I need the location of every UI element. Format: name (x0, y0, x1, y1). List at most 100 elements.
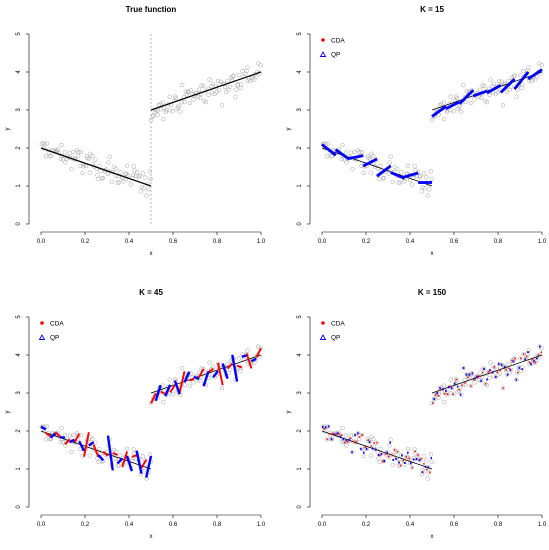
data-point (209, 90, 215, 95)
cda-segment (490, 371, 493, 374)
data-point (397, 463, 403, 468)
data-point (444, 392, 449, 398)
data-point (340, 142, 345, 148)
data-point (254, 74, 259, 79)
cda-segment (102, 451, 109, 457)
data-point (479, 95, 484, 101)
data-point (431, 396, 437, 401)
data-point (461, 365, 466, 371)
data-point (414, 456, 420, 462)
true-function-line (321, 430, 433, 470)
y-axis-label: y (5, 128, 11, 131)
data-point (460, 383, 465, 388)
data-point (482, 83, 487, 89)
data-point (359, 149, 365, 155)
x-tick-label: 0.8 (494, 239, 503, 245)
data-point (444, 109, 449, 115)
data-point (524, 354, 529, 359)
data-point (364, 446, 370, 452)
data-point (339, 439, 344, 445)
data-point (459, 109, 464, 114)
data-point (81, 164, 86, 169)
y-tick-label: 0 (16, 222, 22, 226)
data-point (424, 175, 429, 180)
data-point (367, 439, 373, 445)
data-point (518, 356, 523, 361)
x-tick-label: 0.0 (318, 522, 327, 528)
qp-segment (212, 370, 219, 378)
y-tick-label: 4 (297, 70, 303, 74)
data-point (87, 170, 92, 175)
data-point (387, 443, 392, 448)
data-point (209, 83, 214, 89)
data-point (71, 432, 76, 438)
data-point (329, 153, 335, 159)
data-point (461, 82, 466, 88)
data-point (409, 465, 414, 470)
data-point (427, 470, 432, 475)
cda-segment (131, 454, 137, 458)
data-point (478, 87, 483, 92)
data-point (214, 89, 219, 95)
data-point (201, 83, 206, 89)
data-point (187, 100, 193, 106)
data-point (179, 100, 184, 105)
panel-4: K = 150 0 1 2 3 4 5 y 0.0 0.2 0.4 0.6 0.8 1.0 x CDA QP (286, 288, 547, 540)
data-point (233, 94, 238, 99)
data-point (130, 172, 136, 178)
data-point (111, 447, 116, 452)
x-axis-label: x (431, 534, 434, 540)
data-point (405, 446, 411, 451)
true-function-line (40, 147, 152, 187)
x-tick-label: 0.4 (125, 522, 134, 528)
data-point (506, 78, 511, 84)
y-tick-label: 0 (297, 222, 303, 226)
data-point (425, 193, 430, 198)
data-point (228, 84, 233, 89)
data-point (381, 175, 387, 181)
data-point (468, 383, 474, 389)
data-point (140, 171, 146, 176)
data-point (58, 439, 63, 445)
panel-1: True function 0 1 2 3 4 5 y 0.0 0.2 0.4 0.6 0.8 1.0 x (5, 5, 266, 257)
x-tick-label: 0.8 (213, 522, 222, 528)
data-point (230, 74, 236, 79)
data-point (323, 425, 328, 430)
data-point (180, 82, 185, 88)
x-tick-label: 0.0 (318, 239, 327, 245)
qp-segment (40, 425, 47, 431)
data-point (63, 160, 68, 165)
qp-legend-label: QP (50, 334, 59, 341)
qp-segment (486, 84, 502, 95)
data-point (387, 160, 392, 165)
data-point (226, 87, 231, 92)
data-point (115, 180, 120, 185)
data-point (539, 63, 544, 68)
data-point (86, 156, 92, 162)
data-point (520, 82, 525, 87)
data-point (451, 109, 456, 114)
data-point (78, 149, 84, 155)
qp-segment (202, 371, 210, 387)
data-point (445, 391, 450, 396)
data-point (320, 424, 325, 430)
data-point (455, 106, 460, 111)
qp-segment (183, 371, 191, 383)
cda-legend-label: CDA (50, 320, 64, 327)
x-tick-label: 0.4 (406, 239, 415, 245)
y-tick-label: 5 (297, 315, 303, 319)
data-point (90, 436, 95, 442)
data-point (180, 365, 185, 371)
data-point (518, 73, 523, 78)
data-point (425, 476, 430, 481)
data-point (497, 371, 503, 376)
cda-segment (226, 362, 233, 370)
data-point (533, 77, 538, 82)
cda-legend-label: CDA (331, 320, 345, 327)
y-tick-label: 4 (297, 353, 303, 357)
data-point (161, 117, 166, 122)
data-point (395, 449, 400, 454)
y-tick-label: 3 (16, 391, 22, 395)
data-point (198, 378, 203, 384)
qp-legend-label: QP (331, 334, 340, 341)
